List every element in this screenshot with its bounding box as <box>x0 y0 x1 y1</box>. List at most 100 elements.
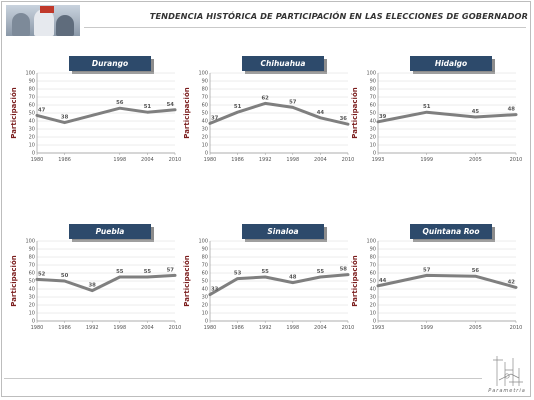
data-label: 37 <box>211 115 219 121</box>
data-label: 55 <box>317 269 325 275</box>
y-tick-label: 30 <box>202 295 208 301</box>
y-tick-label: 60 <box>202 103 208 109</box>
x-tick-label: 1992 <box>259 325 272 331</box>
y-tick-label: 50 <box>370 111 376 117</box>
x-tick-label: 2010 <box>169 157 182 163</box>
logo-text: Parametria <box>488 388 526 394</box>
x-tick-label: 2010 <box>169 325 182 331</box>
data-label: 38 <box>89 283 97 289</box>
chart-title: Durango <box>92 59 128 68</box>
data-label: 45 <box>472 109 480 115</box>
y-tick-label: 20 <box>29 303 35 309</box>
series-line <box>35 106 177 125</box>
y-tick-label: 80 <box>370 87 376 93</box>
parametria-logo-icon <box>493 356 523 386</box>
data-point <box>514 113 518 116</box>
y-axis-label: Participación <box>10 255 18 307</box>
y-axis-label: Participación <box>10 87 18 139</box>
data-point <box>346 123 350 126</box>
data-point <box>208 122 212 125</box>
data-label: 38 <box>61 115 69 121</box>
chart-title-button <box>410 56 492 71</box>
series-line <box>376 110 518 124</box>
x-tick-label: 2005 <box>469 325 482 331</box>
y-tick-label: 50 <box>29 111 35 117</box>
y-tick-label: 70 <box>370 95 376 101</box>
data-label: 39 <box>379 114 387 120</box>
y-axis-label: Participación <box>183 255 191 307</box>
x-tick-label: 2004 <box>314 157 327 163</box>
y-tick-label: 70 <box>370 263 376 269</box>
data-label: 51 <box>144 104 152 110</box>
x-tick-label: 2010 <box>510 157 523 163</box>
data-label: 44 <box>317 110 325 116</box>
y-tick-label: 40 <box>370 287 376 293</box>
y-tick-label: 0 <box>373 151 376 157</box>
y-tick-label: 70 <box>29 263 35 269</box>
y-tick-label: 80 <box>202 255 208 261</box>
data-point <box>376 120 380 124</box>
data-point <box>173 274 177 277</box>
y-tick-label: 0 <box>205 151 208 157</box>
y-axis-label: Participación <box>351 87 359 139</box>
x-tick-label: 1998 <box>113 157 126 163</box>
x-tick-label: 1993 <box>372 325 385 331</box>
data-point <box>35 114 39 117</box>
x-tick-label: 1992 <box>259 157 272 163</box>
data-point <box>264 102 267 105</box>
data-point <box>35 278 39 281</box>
data-point <box>173 108 177 112</box>
data-label: 42 <box>508 279 516 285</box>
data-point <box>63 279 66 283</box>
data-label: 50 <box>61 273 69 279</box>
y-tick-label: 60 <box>370 271 376 277</box>
y-tick-label: 0 <box>32 151 35 157</box>
header-photo <box>6 5 80 36</box>
data-label: 55 <box>262 269 270 275</box>
y-tick-label: 20 <box>370 135 376 141</box>
header-divider <box>84 27 526 28</box>
y-tick-label: 70 <box>202 95 208 101</box>
x-tick-label: 1999 <box>420 325 433 331</box>
y-tick-label: 0 <box>205 319 208 325</box>
y-tick-label: 50 <box>202 111 208 117</box>
x-tick-label: 1986 <box>231 325 244 331</box>
data-label: 57 <box>167 267 175 273</box>
data-point <box>91 289 94 292</box>
data-point <box>264 275 267 279</box>
data-point <box>291 106 294 109</box>
page-title: TENDENCIA HISTÓRICA DE PARTICIPACIÓN EN … <box>149 11 528 21</box>
y-tick-label: 50 <box>29 279 35 285</box>
chart-title-button <box>69 224 151 239</box>
data-point <box>474 115 477 119</box>
y-tick-label: 10 <box>202 143 208 149</box>
y-tick-label: 40 <box>370 119 376 125</box>
y-tick-label: 60 <box>29 103 35 109</box>
y-tick-label: 90 <box>29 79 35 85</box>
chart-title-button <box>410 224 492 239</box>
data-label: 48 <box>508 107 516 113</box>
series-line <box>35 273 177 293</box>
x-tick-label: 1986 <box>58 157 71 163</box>
data-point <box>146 275 149 279</box>
y-tick-label: 0 <box>32 319 35 325</box>
data-point <box>118 107 122 110</box>
x-tick-label: 1980 <box>31 325 44 331</box>
y-tick-label: 80 <box>29 87 35 93</box>
y-tick-label: 60 <box>370 103 376 109</box>
y-tick-label: 80 <box>370 255 376 261</box>
data-label: 62 <box>262 95 270 101</box>
y-tick-label: 80 <box>202 87 208 93</box>
chart-title-button <box>242 224 324 239</box>
data-label: 54 <box>167 102 175 108</box>
y-tick-label: 10 <box>29 143 35 149</box>
data-point <box>146 111 149 114</box>
y-tick-label: 30 <box>202 127 208 133</box>
data-label: 57 <box>289 99 297 105</box>
footer-divider <box>4 378 482 379</box>
y-tick-label: 70 <box>29 95 35 101</box>
y-tick-label: 40 <box>29 119 35 125</box>
y-tick-label: 60 <box>202 271 208 277</box>
y-tick-label: 100 <box>366 71 376 77</box>
